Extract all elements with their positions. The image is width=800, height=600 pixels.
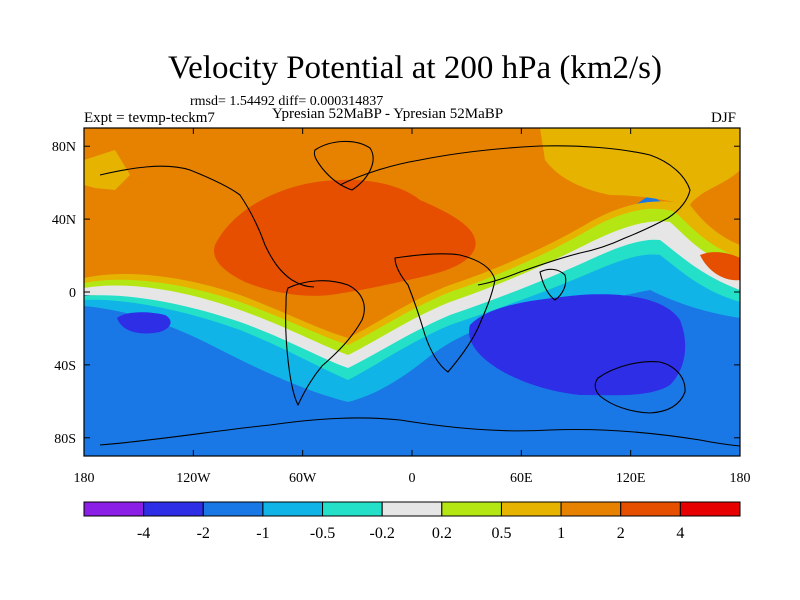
colorbar-swatch [441, 501, 502, 517]
coastline-eurasia [339, 145, 691, 286]
contour-band-minus2-indian [469, 294, 686, 396]
contour-band-plus0.2 [84, 221, 740, 388]
contour-band-plus4-small [700, 252, 740, 281]
colorbar-swatch [500, 501, 562, 517]
coastline-india [539, 268, 567, 301]
y-tick-label: 0 [69, 286, 76, 301]
colorbar-label: -2 [197, 525, 210, 542]
colorbar-label: 0.2 [432, 525, 452, 542]
colorbar-label: 4 [676, 525, 684, 542]
colorbar-label: -4 [137, 525, 150, 542]
colorbar-swatch [560, 501, 622, 517]
x-tick-label: 120W [176, 471, 211, 486]
contour-band-minus2-pacific [117, 312, 171, 334]
experiment-label: Expt = tevmp-teckm7 [84, 110, 215, 126]
coastlines [99, 140, 740, 447]
x-tick-label: 120E [616, 471, 646, 486]
x-tick-label: 180 [74, 471, 95, 486]
colorbar-swatch [143, 501, 204, 517]
contour-field [84, 128, 740, 456]
season-label: DJF [711, 110, 737, 126]
y-tick-label: 80S [54, 432, 76, 447]
coastline-north-america [99, 165, 315, 288]
chart-title: Velocity Potential at 200 hPa (km2/s) [167, 50, 663, 86]
contour-band-plus4-north [214, 179, 476, 296]
contour-band-plus1-nw [84, 150, 130, 190]
y-tick-label: 40S [54, 359, 76, 374]
colorbar-label: 2 [617, 525, 625, 542]
colorbar-label: 1 [557, 525, 565, 542]
y-tick-label: 80N [52, 140, 76, 155]
x-axis: 180 120W 60W 0 60E 120E 180 [74, 128, 751, 486]
colorbar-label: -0.2 [370, 525, 395, 542]
coastline-antarctica [99, 417, 740, 447]
colorbar: -4 -2 -1 -0.5 -0.2 0.2 0.5 1 2 4 [83, 501, 741, 542]
colorbar-label: -0.5 [310, 525, 335, 542]
coastline-africa [394, 253, 496, 373]
colorbar-swatch [381, 501, 443, 517]
colorbar-swatch [322, 501, 383, 517]
colorbar-swatch [202, 501, 264, 517]
colorbar-label: -1 [256, 525, 269, 542]
y-tick-label: 40N [52, 213, 76, 228]
colorbar-swatch [83, 501, 145, 517]
y-axis: 80N 40N 0 40S 80S [52, 140, 740, 447]
colorbar-swatch [620, 501, 681, 517]
colorbar-swatch [679, 501, 741, 517]
stats-label: rmsd= 1.54492 diff= 0.000314837 [190, 94, 384, 109]
colorbar-label: 0.5 [491, 525, 511, 542]
contour-band-minus0.5 [84, 254, 740, 402]
coastline-south-america [285, 280, 365, 406]
coastline-australia [594, 361, 686, 414]
x-tick-label: 60W [289, 471, 317, 486]
colorbar-swatch [262, 501, 324, 517]
period-label: Ypresian 52MaBP - Ypresian 52MaBP [272, 106, 504, 122]
coastline-greenland [313, 140, 374, 191]
x-tick-label: 180 [730, 471, 751, 486]
x-tick-label: 60E [510, 471, 533, 486]
x-tick-label: 0 [409, 471, 416, 486]
